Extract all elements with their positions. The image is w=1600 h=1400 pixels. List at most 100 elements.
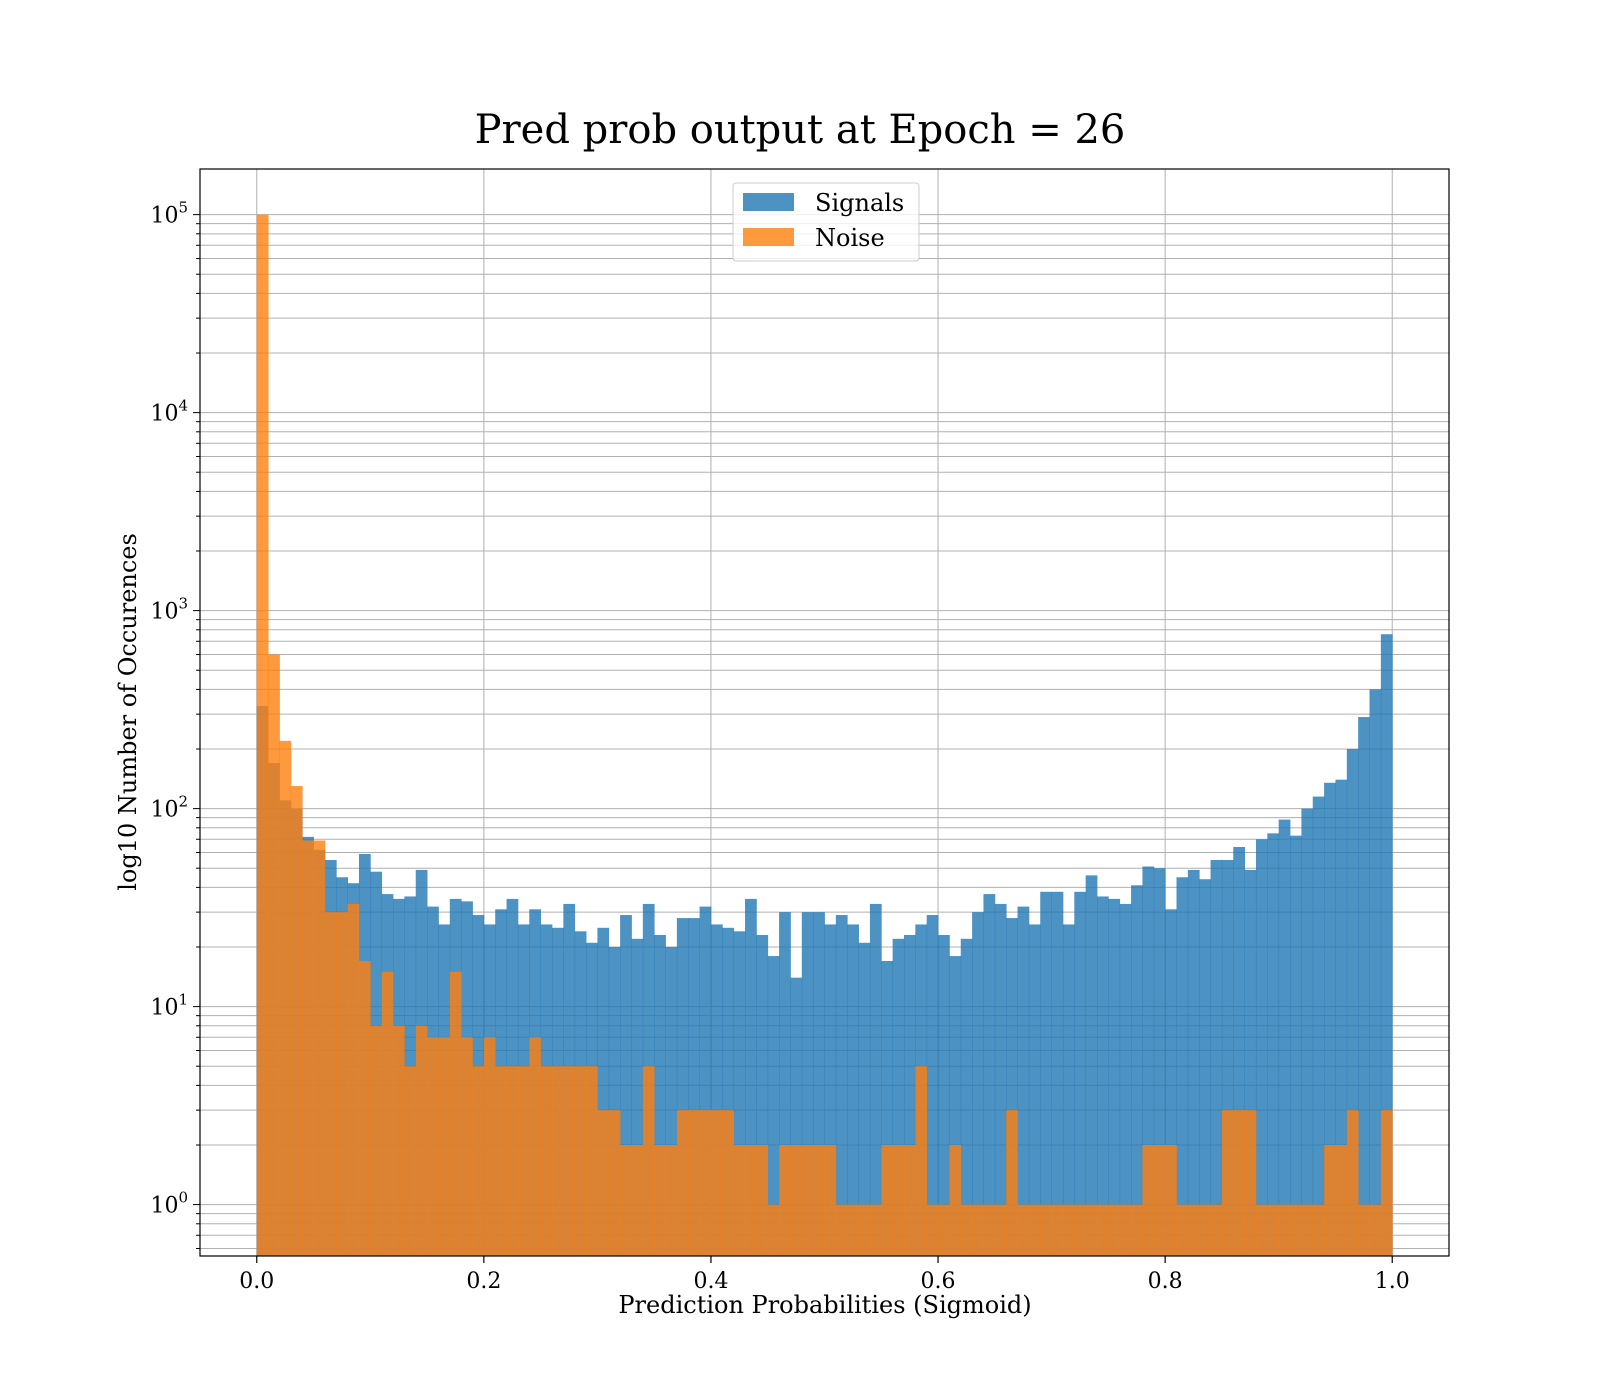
bar-signals [733, 931, 746, 1256]
bar-noise [483, 1037, 496, 1256]
bar-noise [1346, 1110, 1359, 1256]
bar-noise [1187, 1204, 1200, 1256]
bar-noise [495, 1066, 507, 1256]
bar-noise [688, 1110, 700, 1256]
bar-signals [767, 956, 780, 1256]
bar-noise [324, 912, 337, 1256]
bar-noise [972, 1204, 984, 1256]
bar-noise [835, 1204, 848, 1256]
bar-noise [1006, 1110, 1018, 1256]
bar-noise [1221, 1110, 1234, 1256]
bar-noise [1369, 1204, 1382, 1256]
bar-signals [1006, 918, 1018, 1256]
bar-signals [835, 915, 848, 1256]
bar-signals [869, 903, 882, 1256]
bar-noise [461, 1037, 473, 1256]
bar-noise [699, 1110, 712, 1256]
bar-noise [1267, 1204, 1280, 1256]
bar-noise [1017, 1204, 1030, 1256]
bar-noise [1290, 1204, 1302, 1256]
bar-noise [881, 1144, 894, 1256]
bar-signals [699, 906, 712, 1256]
bar-signals [1199, 879, 1211, 1256]
bar-signals [1380, 634, 1393, 1256]
x-tick-label: 0.6 [921, 1269, 956, 1294]
bar-signals [903, 934, 916, 1256]
bar-noise [1244, 1110, 1257, 1256]
bar-signals [1255, 839, 1268, 1256]
bar-noise [313, 840, 326, 1256]
bar-noise [654, 1144, 666, 1256]
bar-signals [1312, 796, 1325, 1256]
legend-swatch-signals [743, 193, 794, 211]
bar-noise [847, 1204, 859, 1256]
bar-noise [665, 1144, 678, 1256]
bar-signals [972, 912, 984, 1256]
bar-noise [347, 903, 360, 1256]
bar-noise [1085, 1204, 1098, 1256]
bar-noise [1176, 1204, 1189, 1256]
bar-signals [983, 894, 996, 1256]
bar-signals [722, 927, 735, 1256]
bar-noise [1142, 1144, 1155, 1256]
bar-signals [1324, 782, 1336, 1256]
bar-noise [404, 1066, 417, 1256]
bar-noise [1210, 1204, 1223, 1256]
bar-noise [676, 1110, 689, 1256]
bar-noise [381, 971, 394, 1256]
bar-noise [1233, 1110, 1246, 1256]
x-axis-label: Prediction Probabilities (Sigmoid) [618, 1291, 1031, 1319]
x-tick-label: 0.2 [466, 1269, 501, 1294]
bar-signals [1244, 869, 1257, 1256]
bar-noise [767, 1204, 780, 1256]
bar-signals [994, 903, 1007, 1256]
bar-noise [869, 1204, 882, 1256]
bar-noise [279, 740, 292, 1256]
bar-noise [1380, 1110, 1393, 1256]
bar-signals [745, 898, 757, 1256]
bar-signals [1301, 808, 1314, 1256]
bar-signals [676, 918, 689, 1256]
bar-signals [801, 912, 814, 1256]
bar-noise [1108, 1204, 1121, 1256]
y-tick-label: 102 [150, 793, 188, 823]
bar-noise [438, 1037, 451, 1256]
bar-signals [1074, 891, 1087, 1256]
bar-signals [1131, 885, 1143, 1256]
bar-noise [1062, 1204, 1075, 1256]
bar-noise [563, 1066, 576, 1256]
bar-noise [756, 1144, 769, 1256]
bar-signals [1290, 835, 1302, 1256]
bar-signals [1278, 819, 1291, 1256]
bar-signals [1233, 846, 1246, 1256]
bar-noise [1199, 1204, 1211, 1256]
bar-signals [665, 946, 678, 1256]
bar-noise [597, 1110, 610, 1256]
bar-noise [415, 1025, 428, 1256]
y-axis-label: log10 Number of Occurences [114, 533, 142, 891]
bar-signals [688, 918, 700, 1256]
bar-noise [449, 971, 462, 1256]
bar-noise [256, 214, 269, 1257]
bar-signals [1369, 689, 1382, 1256]
legend-label-noise: Noise [815, 224, 885, 252]
bar-noise [1358, 1204, 1370, 1256]
x-tick-label: 0.8 [1148, 1269, 1183, 1294]
bar-noise [1040, 1204, 1052, 1256]
plot-frame [199, 168, 1450, 1257]
bar-noise [370, 1025, 383, 1256]
bar-signals [710, 924, 723, 1256]
bar-noise [1301, 1204, 1314, 1256]
y-tick-label: 101 [150, 991, 188, 1021]
bar-noise [427, 1037, 439, 1256]
bar-signals [1335, 779, 1348, 1256]
bar-noise [813, 1144, 825, 1256]
x-tick-label: 0.0 [239, 1269, 274, 1294]
bar-noise [1051, 1204, 1064, 1256]
y-tick-label: 100 [150, 1189, 188, 1219]
bar-noise [858, 1204, 871, 1256]
bar-noise [336, 912, 349, 1256]
bar-signals [926, 915, 939, 1256]
bar-signals [790, 977, 803, 1256]
